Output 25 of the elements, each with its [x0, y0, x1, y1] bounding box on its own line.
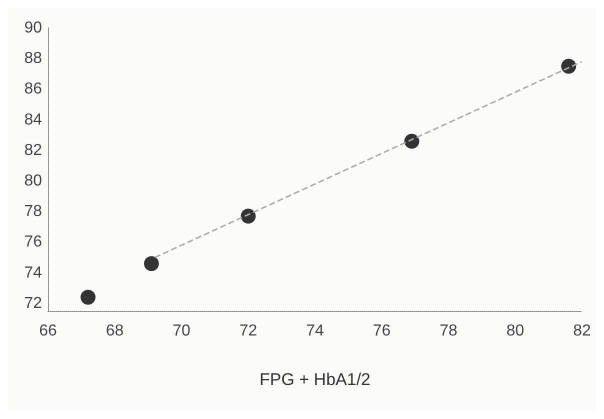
y-tick-label: 88: [24, 50, 42, 68]
x-tick-label: 82: [573, 322, 591, 340]
x-tick-label: 74: [306, 322, 324, 340]
y-tick-label: 86: [24, 80, 42, 98]
x-tick-label: 72: [239, 322, 258, 340]
y-tick-label: 80: [24, 172, 42, 190]
point: [240, 208, 256, 224]
y-tick-label: 82: [24, 142, 42, 159]
x-axis-title: FPG + HbA1/2: [259, 370, 371, 389]
point: [144, 256, 159, 272]
x-tick-label: 68: [106, 322, 124, 340]
y-tick-label: 84: [24, 111, 42, 128]
point: [404, 134, 420, 149]
y-tick-label: 72: [24, 294, 42, 312]
x-tick-label: 76: [372, 322, 391, 340]
x-tick-label: 70: [172, 322, 190, 340]
x-tick-label: 78: [440, 322, 458, 340]
x-tick-label: 66: [39, 322, 57, 340]
y-tick-label: 78: [24, 203, 42, 220]
point: [80, 290, 96, 305]
x-tick-label: 80: [506, 322, 524, 340]
y-tick-label: 74: [24, 264, 42, 282]
y-tick-label: 76: [24, 234, 42, 251]
point: [561, 58, 576, 74]
y-tick-label: 90: [24, 20, 42, 36]
